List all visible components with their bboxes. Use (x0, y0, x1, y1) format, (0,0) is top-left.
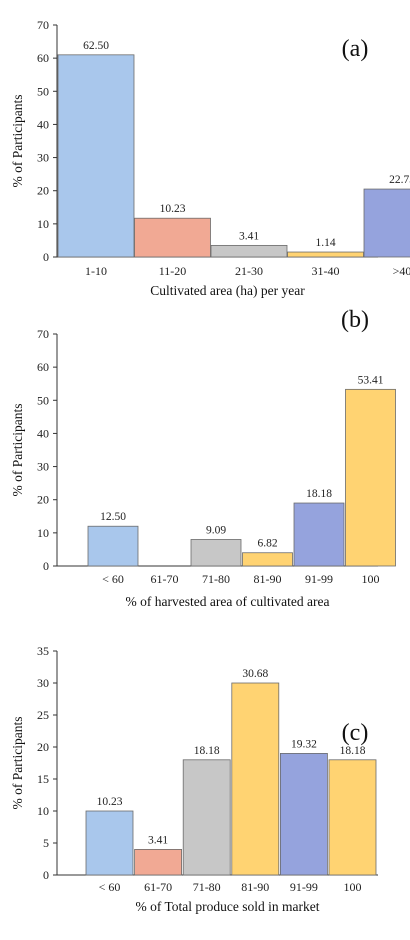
panel-b-x-tick-label: 91-99 (305, 572, 333, 586)
panel-c-y-tick-label: 15 (37, 772, 49, 786)
panel-a-bar (134, 217, 211, 258)
panel-a-x-tick-label: 31-40 (312, 264, 340, 278)
panel-c-data-label: 18.18 (340, 745, 366, 757)
panel-c-x-tick-label: < 60 (99, 880, 121, 894)
panel-c-bar (231, 682, 280, 876)
panel-b-bar (242, 552, 293, 567)
panel-a-bar (363, 188, 410, 258)
panel-b-y-tick-label: 60 (37, 360, 49, 374)
panel-c-label: (c) (342, 720, 369, 746)
panel-a-bar (287, 251, 364, 258)
panel-a-y-tick-label: 60 (37, 51, 49, 65)
panel-b-data-label: 12.50 (100, 511, 126, 523)
panel-a-x-axis-title: Cultivated area (ha) per year (150, 283, 305, 298)
panel-b-bar (87, 525, 139, 567)
panel-c-x-tick-label: 71-80 (193, 880, 221, 894)
panel-b-x-tick-label: < 60 (102, 572, 124, 586)
panel-b-x-tick-label: 61-70 (151, 572, 179, 586)
panel-c-data-label: 18.18 (194, 745, 220, 757)
panel-c-y-tick-label: 10 (37, 804, 49, 818)
panel-a-y-tick-label: 0 (43, 250, 49, 264)
panel-a-data-label: 10.23 (160, 203, 186, 215)
panel-b-bar (293, 502, 345, 567)
panel-a-y-axis-title: % of Participants (10, 95, 25, 188)
panel-c-y-axis-title: % of Participants (10, 717, 25, 810)
panel-b-y-tick-label: 70 (37, 327, 49, 341)
panel-c-x-tick-label: 100 (344, 880, 362, 894)
panel-a-data-label: 1.14 (315, 237, 335, 249)
panel-b-x-tick-label: 81-90 (254, 572, 282, 586)
panel-a-label: (a) (342, 36, 369, 62)
panel-c-y-tick-label: 25 (37, 708, 49, 722)
panel-c-x-tick-label: 61-70 (144, 880, 172, 894)
panel-a-y-tick-label: 50 (37, 84, 49, 98)
panel-c-y-tick-label: 30 (37, 676, 49, 690)
panel-b-x-tick-label: 100 (362, 572, 380, 586)
panel-c-x-tick-label: 81-90 (241, 880, 269, 894)
panel-a-y-tick-label: 10 (37, 217, 49, 231)
panel-b-data-label: 18.18 (306, 488, 332, 500)
panel-c-data-label: 19.32 (291, 738, 317, 750)
panel-a-y-tick-label: 70 (37, 18, 49, 32)
panel-c-data-label: 3.41 (148, 834, 168, 846)
panel-b-bar (190, 539, 242, 567)
panel-a-data-label: 62.50 (83, 40, 109, 52)
panel-c-bar (279, 753, 328, 876)
panel-c-data-label: 30.68 (242, 668, 268, 680)
panel-b-y-tick-label: 0 (43, 559, 49, 573)
panel-c-data-label: 10.23 (97, 796, 123, 808)
panel-c-bar (134, 849, 183, 876)
panel-c-y-tick-label: 20 (37, 740, 49, 754)
panel-b-data-label: 9.09 (206, 524, 226, 536)
panel-b-x-tick-label: 71-80 (202, 572, 230, 586)
panel-a-y-tick-label: 40 (37, 117, 49, 131)
panel-c-y-tick-label: 0 (43, 868, 49, 882)
panel-b-data-label: 53.41 (358, 374, 384, 386)
panel-a-x-tick-label: 1-10 (85, 264, 107, 278)
panel-a-bar (57, 54, 135, 258)
panel-c-y-tick-label: 35 (37, 644, 49, 658)
panel-b-data-label: 6.82 (257, 538, 277, 550)
panel-a-bar (210, 244, 288, 258)
panel-a-x-tick-label: 11-20 (159, 264, 187, 278)
panel-c-y-tick-label: 5 (43, 836, 49, 850)
panel-b-y-tick-label: 50 (37, 393, 49, 407)
panel-a-y-tick-label: 20 (37, 184, 49, 198)
panel-b-label: (b) (341, 307, 369, 333)
panel-b-y-tick-label: 20 (37, 493, 49, 507)
panel-c-bar (328, 759, 377, 876)
panel-c-x-axis-title: % of Total produce sold in market (135, 899, 319, 914)
panel-b-x-axis-title: % of harvested area of cultivated area (126, 594, 330, 609)
panel-a-x-tick-label: >40 (393, 264, 410, 278)
panel-c-bar (85, 810, 134, 876)
panel-b-y-tick-label: 10 (37, 526, 49, 540)
panel-b-y-axis-title: % of Participants (10, 404, 25, 497)
panel-c-x-tick-label: 91-99 (290, 880, 318, 894)
panel-b-bar (345, 388, 396, 567)
panel-a-data-label: 22.73 (389, 174, 410, 186)
panel-b-y-tick-label: 40 (37, 426, 49, 440)
panel-a-y-tick-label: 30 (37, 151, 49, 165)
panel-a-x-tick-label: 21-30 (235, 264, 263, 278)
panel-c-bar (182, 759, 231, 876)
panel-a-data-label: 3.41 (239, 230, 259, 242)
panel-b-y-tick-label: 30 (37, 460, 49, 474)
